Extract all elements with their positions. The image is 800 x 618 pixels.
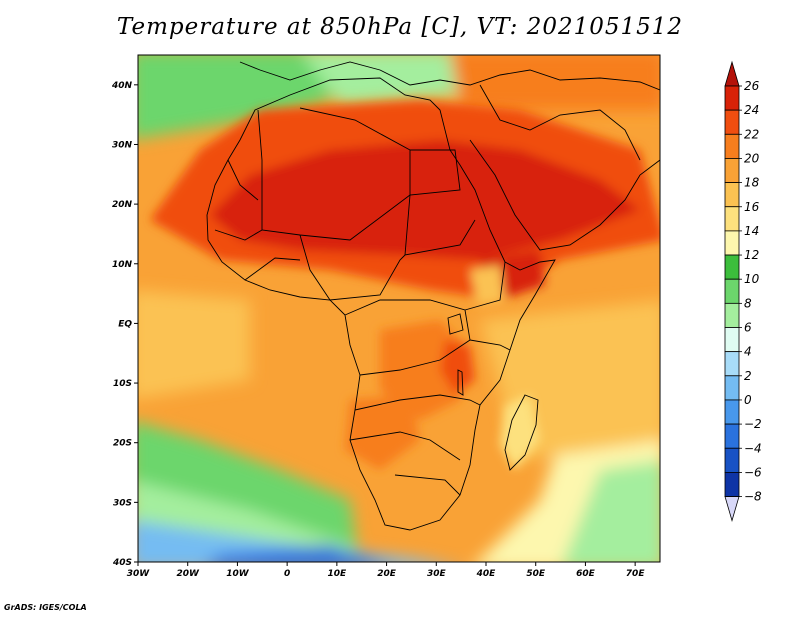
- lon-tick-label: 20W: [176, 569, 200, 579]
- colorbar-swatch: [724, 399, 740, 425]
- border-congo: [344, 299, 471, 376]
- colorbar-swatch: [724, 85, 740, 111]
- lon-tick-label: 10E: [328, 569, 348, 579]
- colorbar-swatch: [724, 230, 740, 256]
- field-madagascar-cool: [500, 395, 540, 470]
- colorbar-swatch: [724, 302, 740, 328]
- colorbar-swatch: [724, 133, 740, 159]
- colorbar-label: 2: [744, 369, 752, 383]
- colorbar-swatch: [724, 182, 740, 208]
- lon-tick-label: 40E: [476, 569, 497, 579]
- longitude-axis: 30W 20W 10W 0 10E 20E 30E 40E 50E 60E 70E: [127, 562, 646, 579]
- colorbar-label: 12: [744, 248, 759, 262]
- colorbar-swatch: [724, 278, 740, 304]
- temperature-field: [138, 55, 660, 562]
- field-kalahari-warm: [345, 395, 420, 470]
- lon-tick-label: 60E: [576, 569, 596, 579]
- lat-tick-label: 20S: [113, 439, 132, 449]
- colorbar-label: −2: [744, 417, 762, 431]
- colorbar-swatch: [724, 254, 740, 280]
- field-south-cold: [138, 521, 430, 562]
- arabia-coastline: [469, 139, 660, 251]
- colorbar-label: −6: [744, 465, 762, 479]
- map-title: Temperature at 850hPa [C], VT: 202105151…: [116, 14, 684, 40]
- border-central: [299, 234, 406, 301]
- colorbar-swatch: [724, 423, 740, 449]
- field-ne-warm: [450, 55, 660, 110]
- colorbar-swatch: [724, 158, 740, 183]
- border-west-africa: [214, 159, 301, 281]
- colorbar-label: 26: [744, 79, 760, 93]
- colorbar-label: 10: [744, 272, 760, 286]
- lon-tick-label: 0: [284, 569, 290, 579]
- lon-tick-label: 30W: [127, 569, 151, 579]
- colorbar-top-arrow: [724, 60, 740, 87]
- coastlines-and-borders: [206, 61, 660, 531]
- lat-tick-label: EQ: [118, 319, 132, 329]
- latitude-axis: 40N 30N 20N 10N EQ 10S 20S 30S 40S: [111, 81, 138, 568]
- plot-frame: [137, 54, 661, 563]
- colorbar-label: −8: [744, 490, 762, 504]
- colorbar-label: 20: [744, 151, 760, 165]
- border-sahara-west: [257, 107, 411, 241]
- field-med: [303, 55, 460, 105]
- colorbar-label: 18: [744, 176, 760, 190]
- field-atlantic: [138, 290, 250, 399]
- europe-coastline: [239, 61, 660, 91]
- madagascar-outline: [504, 394, 539, 471]
- grads-credit: GrADS: IGES/COLA: [4, 603, 87, 612]
- lon-tick-label: 50E: [526, 569, 546, 579]
- field-sahara-hot: [210, 140, 640, 260]
- field-north-cool: [138, 55, 330, 139]
- colorbar-swatch: [724, 327, 740, 353]
- colorbar-swatch: [724, 206, 740, 232]
- lake-malawi: [457, 369, 464, 396]
- colorbar-label: 22: [744, 127, 759, 141]
- africa-coastline: [206, 77, 556, 531]
- lat-tick-label: 10N: [112, 260, 133, 270]
- field-se-cooler: [563, 460, 660, 562]
- colorbar-label: −4: [744, 441, 762, 455]
- lon-tick-label: 30E: [427, 569, 447, 579]
- border-southern: [349, 394, 481, 496]
- colorbar-label: 24: [744, 103, 759, 117]
- lat-tick-label: 40S: [112, 558, 132, 568]
- colorbar-swatch: [724, 471, 740, 497]
- colorbar-label: 6: [744, 321, 752, 335]
- lat-tick-label: 40N: [111, 81, 133, 91]
- lake-victoria: [447, 313, 464, 335]
- colorbar-label: 8: [744, 296, 752, 310]
- lat-tick-label: 30S: [113, 498, 132, 508]
- colorbar-swatch: [724, 375, 740, 401]
- colorbar-bottom-arrow: [724, 496, 740, 522]
- colorbar-label: 0: [744, 393, 752, 407]
- colorbar-swatch: [724, 109, 740, 135]
- colorbar-label: 4: [744, 345, 752, 359]
- colorbar-swatch: [724, 447, 740, 473]
- lon-tick-label: 70E: [626, 569, 646, 579]
- field-south-colder: [210, 545, 378, 562]
- lat-tick-label: 30N: [112, 140, 133, 150]
- colorbar-swatch: [724, 351, 740, 377]
- lat-tick-label: 10S: [113, 379, 132, 389]
- border-sahara-east: [404, 149, 476, 256]
- field-ethiopia-cool: [470, 265, 505, 305]
- border-middle-east: [479, 84, 641, 161]
- colorbar-label: 14: [744, 224, 759, 238]
- lon-tick-label: 20E: [377, 569, 397, 579]
- lat-tick-label: 20N: [112, 200, 133, 210]
- border-east: [464, 261, 511, 351]
- lon-tick-label: 10W: [226, 569, 250, 579]
- colorbar-label: 16: [744, 200, 760, 214]
